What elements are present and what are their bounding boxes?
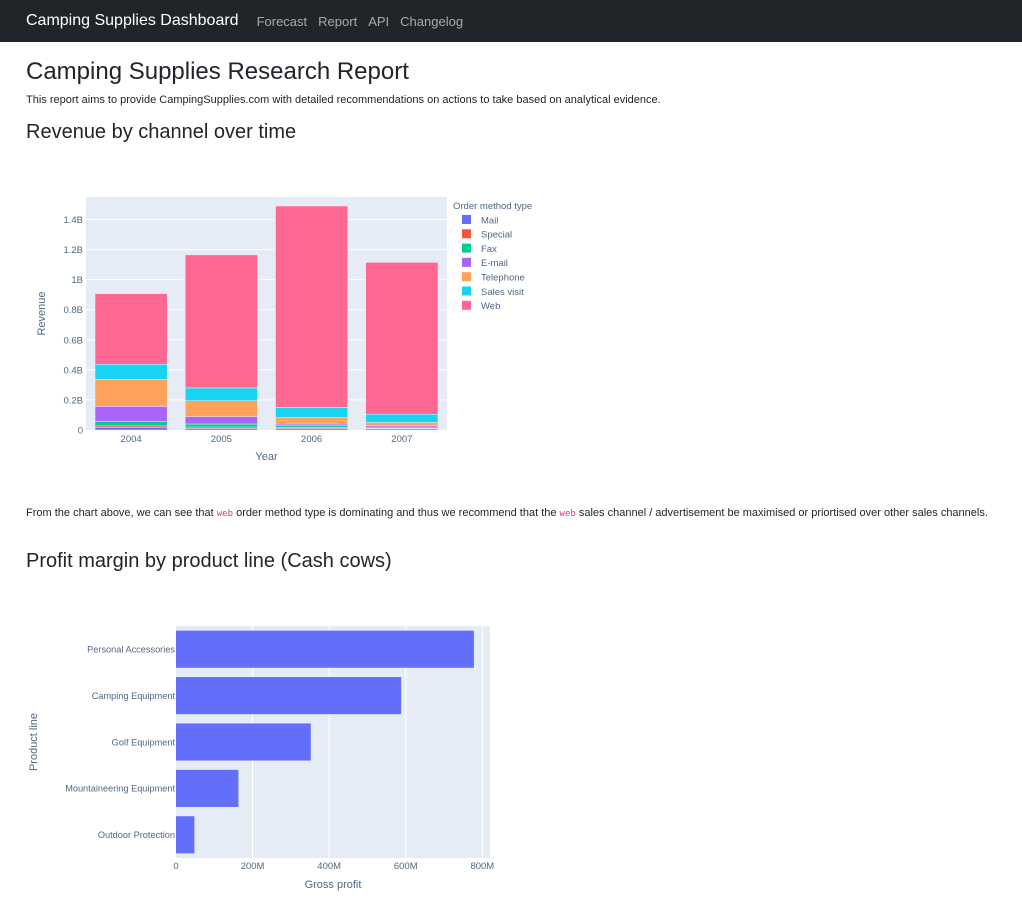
revenue-legend-label[interactable]: Sales visit <box>481 287 524 298</box>
revenue-x-axis-label: Year <box>255 451 278 463</box>
revenue-legend-swatch[interactable] <box>462 243 471 253</box>
profit-section-heading: Profit margin by product line (Cash cows… <box>26 550 392 572</box>
analysis-code-web-2: web <box>559 509 576 519</box>
revenue-y-tick-label: 0.8B <box>63 305 83 316</box>
revenue-bar-segment[interactable] <box>94 427 168 431</box>
profit-bar[interactable] <box>176 677 402 715</box>
revenue-bar-segment[interactable] <box>185 400 258 417</box>
nav-link-report[interactable]: Report <box>318 13 358 29</box>
profit-x-tick-label: 400M <box>317 861 341 872</box>
revenue-bar-segment[interactable] <box>94 293 168 365</box>
analysis-text-3: sales channel / advertisement be maximis… <box>575 507 988 519</box>
revenue-bar-segment[interactable] <box>94 364 168 380</box>
analysis-code-web-1: web <box>216 509 234 519</box>
revenue-bar-segment[interactable] <box>94 406 168 422</box>
revenue-section-heading: Revenue by channel over time <box>26 121 297 143</box>
revenue-x-ticks: 2004 2005 2006 2007 <box>121 434 413 445</box>
revenue-bar-segment[interactable] <box>275 416 348 425</box>
revenue-bar-segment[interactable] <box>275 423 348 427</box>
revenue-y-tick-label: 1B <box>71 275 83 286</box>
revenue-x-tick-label: 2006 <box>301 434 322 445</box>
profit-x-tick-label: 0 <box>173 861 178 872</box>
nav-link-changelog[interactable]: Changelog <box>400 13 464 29</box>
navbar-brand[interactable]: Camping Supplies Dashboard <box>26 12 239 29</box>
revenue-y-tick-label: 1.4B <box>63 215 83 226</box>
revenue-y-tick-label: 1.2B <box>63 245 83 256</box>
revenue-legend-swatch[interactable] <box>462 272 471 282</box>
profit-y-tick-label: Camping Equipment <box>92 691 176 701</box>
revenue-legend-swatch[interactable] <box>462 229 471 239</box>
revenue-bar-segment[interactable] <box>185 423 258 428</box>
analysis-text-2: order method type is dominating and thus… <box>233 507 560 519</box>
page-title: Camping Supplies Research Report <box>26 58 409 85</box>
revenue-legend-title: Order method type <box>453 201 532 212</box>
revenue-legend-swatch[interactable] <box>462 300 471 310</box>
profit-y-tick-label: Outdoor Protection <box>98 830 175 840</box>
profit-x-axis-label: Gross profit <box>305 879 362 891</box>
analysis-text-1: From the chart above, we can see that <box>26 507 217 519</box>
revenue-legend-label[interactable]: Telephone <box>481 273 525 284</box>
revenue-bar-segment[interactable] <box>185 416 258 425</box>
revenue-x-tick-label: 2007 <box>391 434 412 445</box>
revenue-legend-swatch[interactable] <box>462 286 471 296</box>
revenue-bar-segment[interactable] <box>275 205 348 408</box>
revenue-legend-label[interactable]: Mail <box>481 215 498 226</box>
revenue-y-tick-label: 0.4B <box>63 365 83 376</box>
revenue-bar-segment[interactable] <box>275 407 348 418</box>
profit-y-axis-label: Product line <box>28 713 40 771</box>
profit-y-tick-label: Personal Accessories <box>87 645 175 655</box>
revenue-x-tick-label: 2004 <box>121 434 142 445</box>
revenue-y-tick-label: 0.2B <box>63 395 83 406</box>
revenue-y-axis-label: Revenue <box>36 291 48 335</box>
revenue-y-tick-label: 0 <box>78 426 83 437</box>
profit-by-product-line-chart[interactable]: 0 200M 400M 600M 800M Personal Accessories Ca… <box>0 600 560 900</box>
revenue-legend-swatch[interactable] <box>462 257 471 267</box>
revenue-x-tick-label: 2005 <box>211 434 232 445</box>
revenue-legend-label[interactable]: Special <box>481 230 512 241</box>
profit-y-tick-label: Mountaineering Equipment <box>65 784 175 794</box>
profit-x-tick-label: 800M <box>470 861 494 872</box>
revenue-bars <box>94 205 439 431</box>
profit-bar[interactable] <box>176 630 474 668</box>
revenue-bar-segment[interactable] <box>94 379 168 407</box>
revenue-bar-segment[interactable] <box>94 421 168 427</box>
navbar: Camping Supplies Dashboard Forecast Repo… <box>0 0 1022 42</box>
revenue-legend-swatch[interactable] <box>462 215 471 224</box>
profit-x-tick-label: 200M <box>241 861 265 872</box>
profit-y-tick-label: Golf Equipment <box>112 737 176 747</box>
nav-link-forecast[interactable]: Forecast <box>256 13 308 29</box>
revenue-y-ticks: 0 0.2B 0.4B 0.6B 0.8B 1B 1.2B 1.4B <box>63 215 83 436</box>
profit-bar[interactable] <box>176 769 239 807</box>
revenue-bar-segment[interactable] <box>275 425 348 428</box>
revenue-bar-segment[interactable] <box>365 413 439 423</box>
revenue-legend-label[interactable]: Web <box>481 301 500 312</box>
revenue-legend-label[interactable]: Fax <box>481 244 497 255</box>
profit-bar[interactable] <box>176 816 195 854</box>
revenue-by-channel-chart[interactable]: 0 0.2B 0.4B 0.6B 0.8B 1B 1.2B 1.4B 2004 2005 2006… <box>0 150 560 470</box>
revenue-bar-segment[interactable] <box>185 387 258 401</box>
revenue-analysis-paragraph: From the chart above, we can see that we… <box>26 504 998 523</box>
page-intro: This report aims to provide CampingSuppl… <box>26 94 661 106</box>
nav-links: Forecast Report API Changelog <box>257 14 474 29</box>
profit-x-tick-label: 600M <box>394 861 418 872</box>
profit-bars <box>176 630 474 854</box>
profit-bar[interactable] <box>176 723 311 761</box>
revenue-legend-label[interactable]: E-mail <box>481 258 508 269</box>
nav-link-api[interactable]: API <box>368 13 390 29</box>
revenue-y-tick-label: 0.6B <box>63 335 83 346</box>
profit-y-ticks: Personal Accessories Camping Equipment Gol… <box>65 645 175 841</box>
revenue-bar-segment[interactable] <box>185 254 258 389</box>
revenue-bar-segment[interactable] <box>365 422 439 426</box>
revenue-legend: Order method type Mail Special Fax E-mail Tel… <box>453 201 532 312</box>
profit-x-ticks: 0 200M 400M 600M 800M <box>173 861 494 872</box>
revenue-bar-segment[interactable] <box>94 425 168 428</box>
revenue-bar-segment[interactable] <box>365 262 439 415</box>
